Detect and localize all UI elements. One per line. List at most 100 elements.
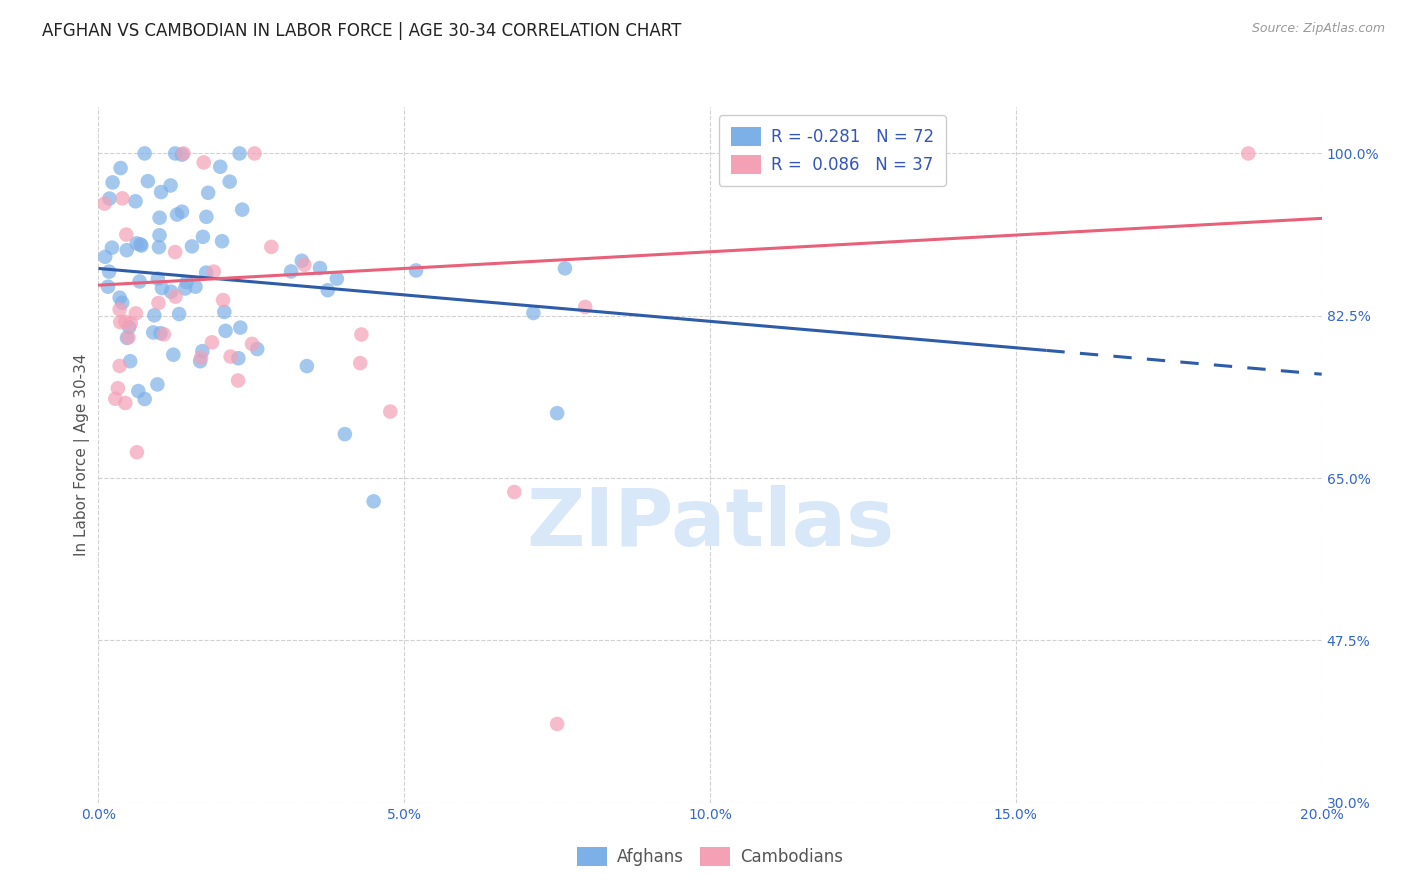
Point xyxy=(108,302,131,317)
Point xyxy=(228,146,250,161)
Point xyxy=(1237,146,1260,161)
Point xyxy=(503,485,526,500)
Point xyxy=(146,377,169,392)
Point xyxy=(114,315,136,329)
Point xyxy=(211,234,233,248)
Point xyxy=(291,253,314,268)
Point xyxy=(115,227,138,242)
Point xyxy=(124,194,146,209)
Point xyxy=(214,324,236,338)
Point xyxy=(125,306,148,320)
Point xyxy=(110,161,132,175)
Point xyxy=(146,271,169,285)
Point xyxy=(153,327,176,342)
Point xyxy=(363,494,385,508)
Point xyxy=(134,146,156,161)
Point xyxy=(295,359,318,373)
Point xyxy=(212,293,235,307)
Point xyxy=(108,359,131,373)
Point xyxy=(574,300,596,314)
Point xyxy=(148,296,170,310)
Point xyxy=(193,155,215,169)
Point xyxy=(240,337,263,351)
Point xyxy=(115,331,138,345)
Point xyxy=(115,243,138,257)
Point xyxy=(181,239,204,253)
Point xyxy=(150,281,173,295)
Point xyxy=(117,330,139,344)
Point xyxy=(546,717,568,731)
Point xyxy=(260,240,283,254)
Point xyxy=(333,427,356,442)
Point xyxy=(218,175,240,189)
Point xyxy=(149,326,172,341)
Point xyxy=(160,285,183,299)
Point xyxy=(228,351,250,366)
Point xyxy=(131,238,153,252)
Point xyxy=(149,211,172,225)
Point xyxy=(165,146,187,161)
Point xyxy=(129,237,152,252)
Point xyxy=(195,266,218,280)
Point xyxy=(226,374,249,388)
Point xyxy=(405,263,427,277)
Point xyxy=(107,381,129,395)
Point xyxy=(120,354,142,368)
Point xyxy=(191,344,214,359)
Point xyxy=(554,261,576,276)
Point xyxy=(229,320,252,334)
Point xyxy=(280,264,302,278)
Point xyxy=(101,241,124,255)
Point xyxy=(176,275,198,289)
Point xyxy=(294,258,316,272)
Point xyxy=(142,326,165,340)
Point xyxy=(349,356,371,370)
Point xyxy=(190,351,212,365)
Y-axis label: In Labor Force | Age 30-34: In Labor Force | Age 30-34 xyxy=(75,353,90,557)
Point xyxy=(93,196,115,211)
Point xyxy=(231,202,253,217)
Text: Source: ZipAtlas.com: Source: ZipAtlas.com xyxy=(1251,22,1385,36)
Point xyxy=(188,354,211,368)
Text: AFGHAN VS CAMBODIAN IN LABOR FORCE | AGE 30-34 CORRELATION CHART: AFGHAN VS CAMBODIAN IN LABOR FORCE | AGE… xyxy=(42,22,682,40)
Point xyxy=(209,160,232,174)
Point xyxy=(184,279,207,293)
Point xyxy=(522,306,544,320)
Point xyxy=(326,271,349,285)
Point xyxy=(546,406,568,420)
Point xyxy=(136,174,159,188)
Point xyxy=(104,392,127,406)
Point xyxy=(120,317,142,331)
Point xyxy=(114,396,136,410)
Point xyxy=(125,445,148,459)
Point xyxy=(197,186,219,200)
Point xyxy=(380,404,402,418)
Point xyxy=(101,176,124,190)
Point xyxy=(150,185,173,199)
Point xyxy=(170,147,193,161)
Point xyxy=(219,350,242,364)
Point xyxy=(350,327,373,342)
Point xyxy=(173,146,195,161)
Point xyxy=(108,291,131,305)
Point xyxy=(167,307,190,321)
Point xyxy=(110,315,132,329)
Point xyxy=(128,275,150,289)
Text: ZIPatlas: ZIPatlas xyxy=(526,485,894,564)
Point xyxy=(165,245,187,260)
Point xyxy=(191,229,214,244)
Point xyxy=(125,236,148,251)
Point xyxy=(162,348,184,362)
Point xyxy=(111,191,134,205)
Point xyxy=(201,335,224,350)
Point xyxy=(143,309,166,323)
Point xyxy=(316,283,339,297)
Point xyxy=(97,279,120,293)
Legend: Afghans, Cambodians: Afghans, Cambodians xyxy=(568,838,852,874)
Point xyxy=(111,295,134,310)
Point xyxy=(127,384,149,398)
Point xyxy=(170,204,193,219)
Point xyxy=(159,178,181,193)
Point xyxy=(148,228,170,243)
Point xyxy=(94,250,117,264)
